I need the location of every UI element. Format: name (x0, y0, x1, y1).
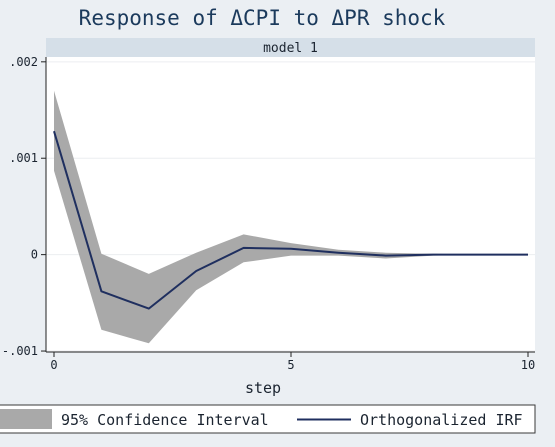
x-tick-label: 0 (50, 358, 57, 372)
legend-ci-swatch (0, 409, 52, 429)
legend-box (0, 404, 536, 434)
y-tick-label: .002 (9, 55, 38, 69)
x-tick-label: 10 (521, 358, 535, 372)
x-tick-label: 5 (287, 358, 294, 372)
panel-header (46, 38, 535, 57)
axes: .002 .001 0 -.001 0 5 10 (2, 55, 535, 372)
y-tick-label: -.001 (2, 344, 38, 358)
confidence-band (54, 90, 528, 344)
chart-title: Response of ΔCPI to ΔPR shock (79, 6, 446, 30)
x-axis-label: step (245, 379, 281, 397)
y-tick-label: 0 (31, 248, 38, 262)
irf-line (53, 130, 528, 310)
confidence-band-layer (54, 90, 528, 344)
y-tick-label: .001 (9, 151, 38, 165)
legend-ci-label: 95% Confidence Interval (61, 411, 269, 429)
irf-line-layer (53, 130, 528, 310)
panel-label: model 1 (263, 41, 318, 56)
grid-lines (46, 61, 535, 352)
legend-irf-label: Orthogonalized IRF (360, 411, 523, 429)
